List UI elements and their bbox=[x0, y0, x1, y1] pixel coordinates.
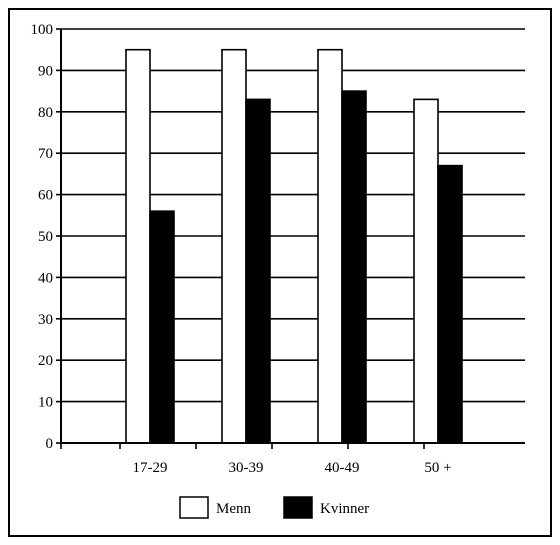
x-tick-label-3: 50 + bbox=[424, 460, 451, 476]
x-tick-label-2: 40-49 bbox=[325, 460, 360, 476]
y-tick-label-40: 40 bbox=[38, 270, 53, 286]
y-tick-label-0: 0 bbox=[46, 436, 54, 452]
bars bbox=[125, 48, 463, 444]
legend-swatch-kvinner bbox=[283, 496, 313, 519]
y-tick-label-20: 20 bbox=[38, 353, 53, 369]
x-tick-labels: 17-29 30-39 40-49 50 + bbox=[133, 460, 452, 476]
y-tick-label-60: 60 bbox=[38, 188, 53, 204]
x-tick-label-1: 30-39 bbox=[229, 460, 264, 476]
legend: Menn Kvinner bbox=[179, 496, 369, 519]
y-tick-label-90: 90 bbox=[38, 63, 53, 79]
y-tick-label-100: 100 bbox=[31, 22, 54, 38]
bar-menn-2 bbox=[317, 48, 343, 444]
bar-menn-3 bbox=[413, 98, 439, 444]
y-tick-label-70: 70 bbox=[38, 146, 53, 162]
y-tick-label-80: 80 bbox=[38, 105, 53, 121]
bar-kvinner-1 bbox=[245, 98, 271, 444]
bar-menn-1 bbox=[221, 48, 247, 444]
bar-kvinner-2 bbox=[341, 90, 367, 444]
axes bbox=[56, 28, 525, 449]
bar-kvinner-0 bbox=[149, 210, 175, 444]
legend-label-menn: Menn bbox=[216, 501, 251, 517]
legend-swatch-menn bbox=[179, 496, 209, 519]
y-tick-label-30: 30 bbox=[38, 312, 53, 328]
y-tick-labels: 0 10 20 30 40 50 60 70 80 90 100 bbox=[31, 22, 54, 452]
x-tick-label-0: 17-29 bbox=[133, 460, 168, 476]
y-tick-label-50: 50 bbox=[38, 229, 53, 245]
legend-label-kvinner: Kvinner bbox=[320, 501, 369, 517]
bar-kvinner-3 bbox=[437, 164, 463, 444]
bar-menn-0 bbox=[125, 48, 151, 444]
y-tick-label-10: 10 bbox=[38, 395, 53, 411]
chart-frame bbox=[8, 8, 552, 537]
